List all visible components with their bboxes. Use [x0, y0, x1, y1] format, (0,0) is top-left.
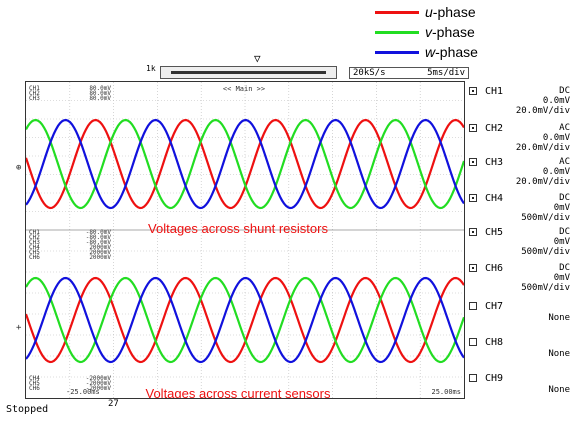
- ch5-name: CH5: [485, 227, 504, 238]
- ch1-offset: 0.0mV: [542, 96, 570, 106]
- ch7-status: None: [548, 313, 570, 323]
- ch2-toggle-button[interactable]: [469, 124, 477, 132]
- legend-label-v: v-phase: [425, 24, 475, 40]
- ch6-name: CH6: [485, 263, 504, 274]
- upper-info-val3: 80.0mV: [89, 95, 111, 102]
- ch8-name: CH8: [485, 337, 504, 348]
- mid-info-val5: 2000mV: [89, 249, 111, 256]
- mid-info-val2: -80.0mV: [86, 234, 112, 241]
- ch3-toggle-button[interactable]: [469, 158, 477, 166]
- mid-info-val4: 2000mV: [89, 244, 111, 251]
- ch6-coupling: DC: [559, 263, 570, 273]
- upper-info-ch1: CH1: [29, 85, 40, 92]
- upper-info-ch2: CH2: [29, 90, 40, 97]
- waveforms: [26, 118, 464, 364]
- ch9-name: CH9: [485, 373, 504, 384]
- waveform-area: << Main >> CH1 CH2 CH3 80.0mV 80.0mV 80.…: [26, 82, 464, 398]
- legend-label-w: w-phase: [425, 44, 478, 60]
- lower-ground-marker-icon: +: [16, 323, 22, 333]
- ch1-coupling: DC: [559, 86, 570, 96]
- legend-swatch-v: [375, 30, 419, 34]
- zoom-position-indicator: [171, 71, 326, 74]
- trigger-position-icon[interactable]: ▽: [254, 52, 261, 65]
- lower-info-val6: -2000mV: [86, 385, 112, 392]
- zoom-position-bar[interactable]: [160, 66, 337, 79]
- mid-info-ch6: CH6: [29, 254, 40, 261]
- acquisition-status: Stopped: [6, 404, 49, 415]
- ch3-name: CH3: [485, 157, 504, 168]
- ch6-offset: 0mV: [553, 273, 570, 283]
- ch4-name: CH4: [485, 193, 504, 204]
- time-start-label: -25.00ms: [66, 388, 100, 396]
- ch1-toggle-button[interactable]: [469, 87, 477, 95]
- ch8-status: None: [548, 349, 570, 359]
- ch1-scale: 20.0mV/div: [515, 106, 570, 116]
- waveform-upper-w-phase: [26, 118, 464, 210]
- lower-channel-info: CH4 CH5 CH6 -2000mV -2000mV -2000mV: [29, 375, 111, 392]
- mid-info-ch5: CH5: [29, 249, 40, 256]
- acquisition-count: 27: [108, 399, 119, 409]
- sample-rate: 20kS/s: [353, 68, 386, 78]
- ch7-name: CH7: [485, 301, 504, 312]
- mid-info-ch2: CH2: [29, 234, 40, 241]
- ch7-toggle-button[interactable]: [469, 302, 477, 310]
- waveform-lower-w-phase: [26, 276, 464, 364]
- lower-info-ch5: CH5: [29, 380, 40, 387]
- ch8-toggle-button[interactable]: [469, 338, 477, 346]
- ch5-coupling: DC: [559, 227, 570, 237]
- record-length-label: 1k: [146, 64, 156, 73]
- ch4-toggle-button[interactable]: [469, 194, 477, 202]
- upper-info-val2: 80.0mV: [89, 90, 111, 97]
- ch2-scale: 20.0mV/div: [515, 143, 570, 153]
- ch5-toggle-button[interactable]: [469, 228, 477, 236]
- graticule: [26, 82, 464, 398]
- ch2-name: CH2: [485, 123, 504, 134]
- ch6-scale: 500mV/div: [521, 283, 570, 293]
- waveform-upper-v-phase: [26, 118, 464, 210]
- waveform-lower-v-phase: [26, 276, 464, 364]
- ch4-coupling: DC: [559, 193, 570, 203]
- legend-label-u: u-phase: [425, 4, 476, 20]
- mid-channel-info: CH1 CH2 CH3 CH4 CH5 CH6 -80.0mV -80.0mV …: [29, 229, 111, 261]
- upper-info-val1: 80.0mV: [89, 85, 111, 92]
- lower-info-ch6: CH6: [29, 385, 40, 392]
- ch9-toggle-button[interactable]: [469, 374, 477, 382]
- ch5-offset: 0mV: [553, 237, 570, 247]
- ch9-status: None: [548, 385, 570, 395]
- mid-info-val3: -80.0mV: [86, 239, 112, 246]
- legend-swatch-u: [375, 10, 419, 14]
- ch4-offset: 0mV: [553, 203, 570, 213]
- ch3-scale: 20.0mV/div: [515, 177, 570, 187]
- mid-info-val6: 2000mV: [89, 254, 111, 261]
- legend-item-u-phase: u-phase: [375, 2, 476, 22]
- mid-info-ch4: CH4: [29, 244, 40, 251]
- legend-item-v-phase: v-phase: [375, 22, 475, 42]
- mid-info-ch3: CH3: [29, 239, 40, 246]
- lower-info-ch4: CH4: [29, 375, 40, 382]
- shunt-annotation: Voltages across shunt resistors: [148, 221, 328, 236]
- mid-info-ch1: CH1: [29, 229, 40, 236]
- time-end-label: 25.00ms: [431, 388, 461, 396]
- legend-item-w-phase: w-phase: [375, 42, 478, 62]
- ch2-offset: 0.0mV: [542, 133, 570, 143]
- ch6-toggle-button[interactable]: [469, 264, 477, 272]
- ch2-coupling: AC: [559, 123, 570, 133]
- sensor-annotation: Voltages across current sensors: [146, 386, 331, 398]
- ch3-offset: 0.0mV: [542, 167, 570, 177]
- oscilloscope-display[interactable]: << Main >> CH1 CH2 CH3 80.0mV 80.0mV 80.…: [25, 81, 465, 399]
- ch3-coupling: AC: [559, 157, 570, 167]
- lower-info-val5: -2000mV: [86, 380, 112, 387]
- main-window-label: << Main >>: [223, 85, 265, 93]
- upper-info-ch3: CH3: [29, 95, 40, 102]
- ch4-scale: 500mV/div: [521, 213, 570, 223]
- ch1-name: CH1: [485, 86, 504, 97]
- mid-info-val1: -80.0mV: [86, 229, 112, 236]
- upper-channel-info: CH1 CH2 CH3 80.0mV 80.0mV 80.0mV: [29, 85, 111, 102]
- ch5-scale: 500mV/div: [521, 247, 570, 257]
- legend-swatch-w: [375, 50, 419, 54]
- timebase: 5ms/div: [427, 68, 465, 78]
- acquisition-settings[interactable]: 20kS/s 5ms/div: [349, 67, 469, 79]
- upper-ground-marker-icon: ⊕: [16, 163, 22, 173]
- lower-info-val4: -2000mV: [86, 375, 112, 382]
